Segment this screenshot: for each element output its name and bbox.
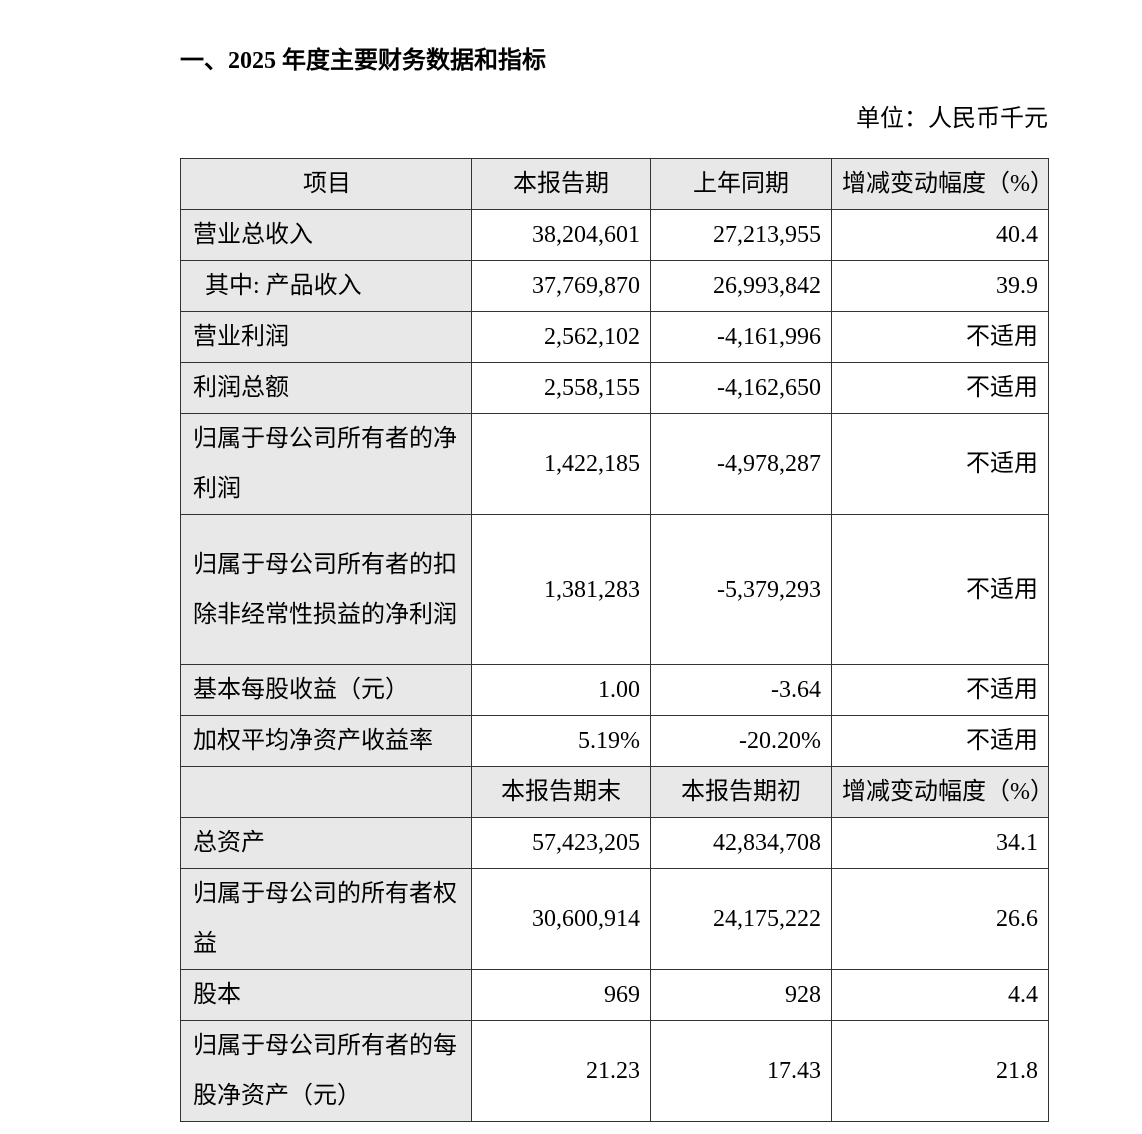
change-value: 不适用 xyxy=(831,413,1049,515)
prior-value: 26,993,842 xyxy=(650,260,832,312)
column-header: 本报告期 xyxy=(471,158,651,210)
row-label: 营业总收入 xyxy=(180,209,472,261)
change-value: 不适用 xyxy=(831,715,1049,767)
prior-value: 27,213,955 xyxy=(650,209,832,261)
prior-value: 42,834,708 xyxy=(650,817,832,869)
table-row: 加权平均净资产收益率 5.19% -20.20% 不适用 xyxy=(180,715,1049,767)
column-header: 项目 xyxy=(180,158,472,210)
column-header: 本报告期末 xyxy=(471,766,651,818)
table-row: 总资产 57,423,205 42,834,708 34.1 xyxy=(180,817,1049,869)
table-row: 其中: 产品收入 37,769,870 26,993,842 39.9 xyxy=(180,260,1049,312)
current-value: 1,381,283 xyxy=(471,514,651,665)
row-label: 基本每股收益（元） xyxy=(180,664,472,716)
current-value: 969 xyxy=(471,969,651,1021)
row-label: 加权平均净资产收益率 xyxy=(180,715,472,767)
unit-label: 单位：人民币千元 xyxy=(856,106,1048,132)
current-value: 21.23 xyxy=(471,1020,651,1122)
table-row: 利润总额 2,558,155 -4,162,650 不适用 xyxy=(180,362,1049,414)
row-label: 归属于母公司所有者的每股净资产（元） xyxy=(180,1020,472,1122)
prior-value: -4,161,996 xyxy=(650,311,832,363)
current-value: 57,423,205 xyxy=(471,817,651,869)
table-row: 基本每股收益（元） 1.00 -3.64 不适用 xyxy=(180,664,1049,716)
financial-data-table: 项目 本报告期 上年同期 增减变动幅度（%） 营业总收入 38,204,601 27,213… xyxy=(180,158,1054,1122)
change-value: 4.4 xyxy=(831,969,1049,1021)
change-value: 不适用 xyxy=(831,311,1049,363)
table-header-row: 本报告期末 本报告期初 增减变动幅度（%） xyxy=(180,766,1054,818)
row-label: 营业利润 xyxy=(180,311,472,363)
current-value: 30,600,914 xyxy=(471,868,651,970)
current-value: 37,769,870 xyxy=(471,260,651,312)
current-value: 2,562,102 xyxy=(471,311,651,363)
prior-value: -20.20% xyxy=(650,715,832,767)
table-header-row: 项目 本报告期 上年同期 增减变动幅度（%） xyxy=(180,158,1054,210)
current-value: 1,422,185 xyxy=(471,413,651,515)
table-row: 营业总收入 38,204,601 27,213,955 40.4 xyxy=(180,209,1049,261)
table-row: 归属于母公司所有者的净利润 1,422,185 -4,978,287 不适用 xyxy=(180,413,1049,515)
column-header: 增减变动幅度（%） xyxy=(831,766,1054,818)
prior-value: 17.43 xyxy=(650,1020,832,1122)
table-row: 归属于母公司所有者的扣除非经常性损益的净利润 1,381,283 -5,379,29… xyxy=(180,514,1049,665)
change-value: 40.4 xyxy=(831,209,1049,261)
prior-value: -4,978,287 xyxy=(650,413,832,515)
prior-value: -4,162,650 xyxy=(650,362,832,414)
change-value: 34.1 xyxy=(831,817,1049,869)
row-label: 归属于母公司所有者的净利润 xyxy=(180,413,472,515)
row-label: 利润总额 xyxy=(180,362,472,414)
column-header: 本报告期初 xyxy=(650,766,832,818)
change-value: 26.6 xyxy=(831,868,1049,970)
table-row: 归属于母公司的所有者权益 30,600,914 24,175,222 26.6 xyxy=(180,868,1049,970)
table-row: 归属于母公司所有者的每股净资产（元） 21.23 17.43 21.8 xyxy=(180,1020,1049,1122)
change-value: 不适用 xyxy=(831,664,1049,716)
column-header xyxy=(180,766,472,818)
current-value: 1.00 xyxy=(471,664,651,716)
current-value: 38,204,601 xyxy=(471,209,651,261)
row-label: 总资产 xyxy=(180,817,472,869)
change-value: 21.8 xyxy=(831,1020,1049,1122)
change-value: 不适用 xyxy=(831,514,1049,665)
prior-value: 928 xyxy=(650,969,832,1021)
column-header: 增减变动幅度（%） xyxy=(831,158,1054,210)
change-value: 不适用 xyxy=(831,362,1049,414)
column-header: 上年同期 xyxy=(650,158,832,210)
row-label: 归属于母公司的所有者权益 xyxy=(180,868,472,970)
row-label: 其中: 产品收入 xyxy=(180,260,472,312)
table-row: 营业利润 2,562,102 -4,161,996 不适用 xyxy=(180,311,1049,363)
prior-value: -5,379,293 xyxy=(650,514,832,665)
current-value: 5.19% xyxy=(471,715,651,767)
row-label: 股本 xyxy=(180,969,472,1021)
prior-value: 24,175,222 xyxy=(650,868,832,970)
current-value: 2,558,155 xyxy=(471,362,651,414)
table-row: 股本 969 928 4.4 xyxy=(180,969,1049,1021)
row-label: 归属于母公司所有者的扣除非经常性损益的净利润 xyxy=(180,514,472,665)
change-value: 39.9 xyxy=(831,260,1049,312)
prior-value: -3.64 xyxy=(650,664,832,716)
section-title: 一、2025 年度主要财务数据和指标 xyxy=(180,48,546,74)
